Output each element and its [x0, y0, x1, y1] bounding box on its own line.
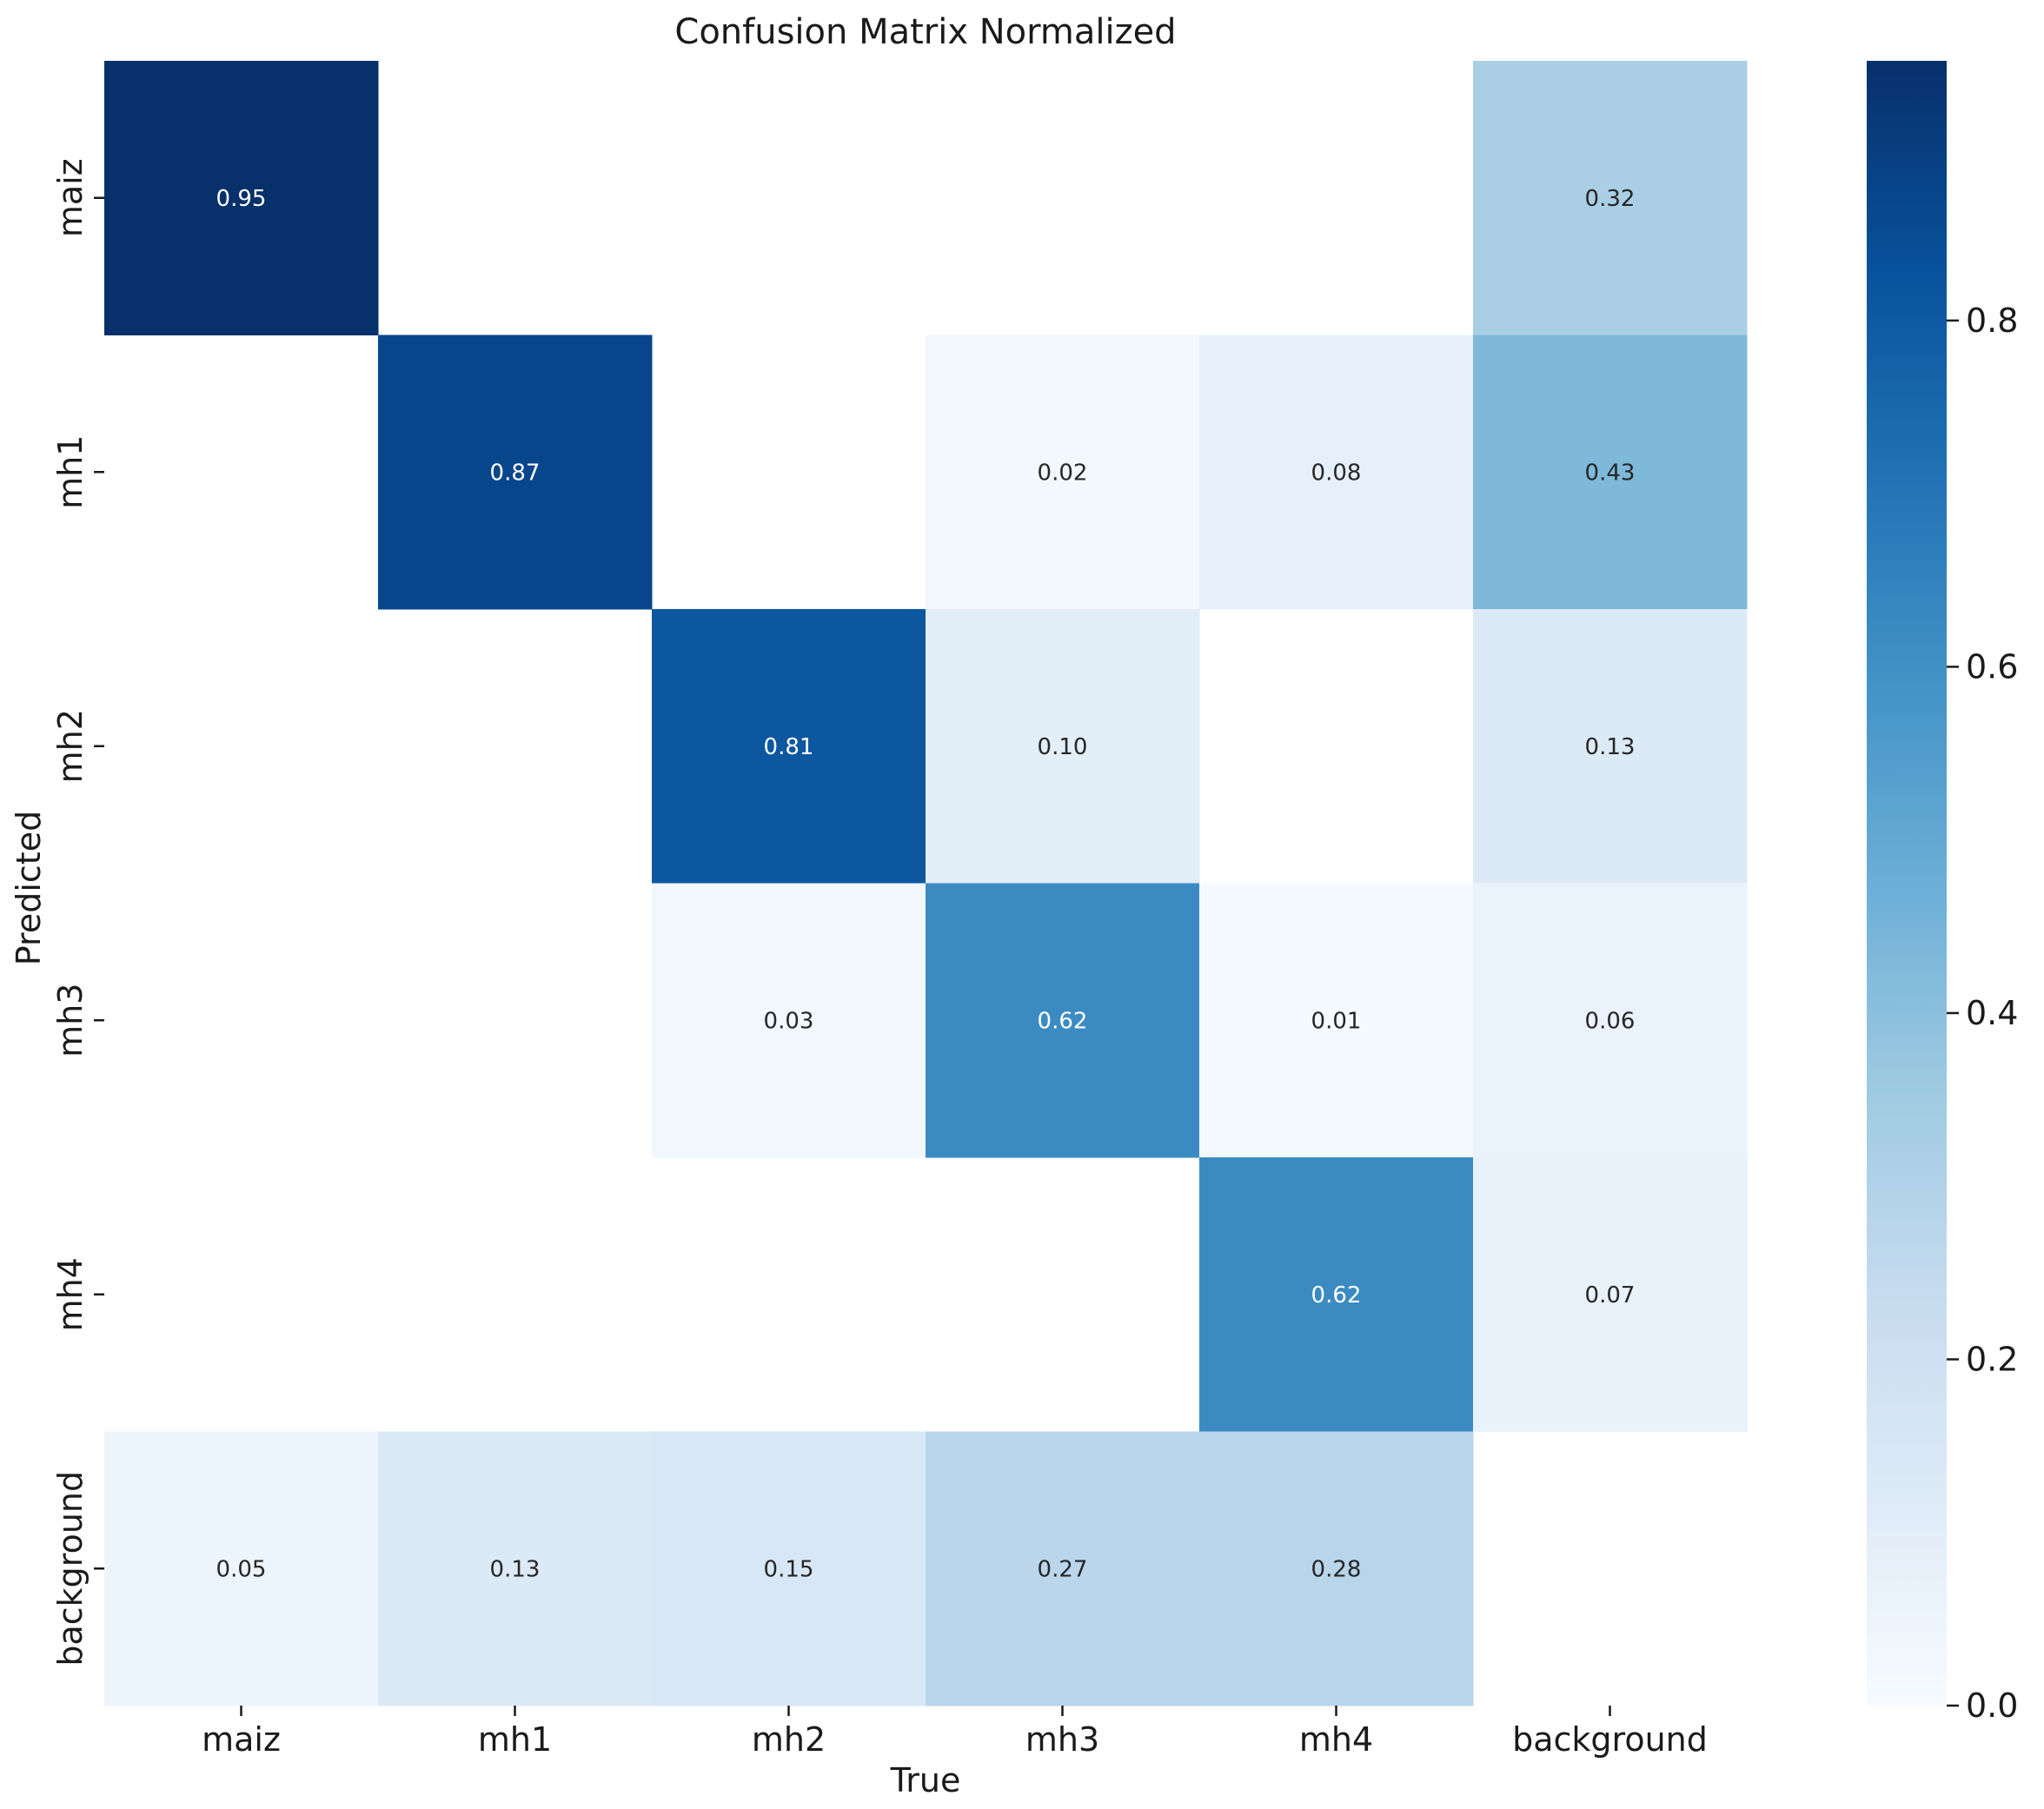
x-tick-label-mh4: mh4: [1299, 1720, 1373, 1759]
colorbar: [1867, 61, 1947, 1706]
cell-value-mh3-background: 0.06: [1585, 1008, 1636, 1034]
cell-maiz-maiz: [104, 61, 379, 335]
cell-value-maiz-background: 0.32: [1585, 186, 1636, 212]
chart-title: Confusion Matrix Normalized: [674, 12, 1176, 52]
colorbar-tick-label-0.4: 0.4: [1966, 994, 2018, 1032]
x-tick-label-mh3: mh3: [1025, 1720, 1099, 1759]
cell-mh1-mh4: [1199, 335, 1474, 610]
cell-value-mh3-mh3: 0.62: [1038, 1008, 1088, 1034]
colorbar-ticks: 0.0 0.2 0.4 0.6 0.8: [1947, 302, 2018, 1725]
cell-value-mh3-mh2: 0.03: [764, 1008, 814, 1034]
cell-mh3-background: [1473, 883, 1748, 1158]
cell-value-maiz-maiz: 0.95: [216, 186, 267, 212]
cell-value-mh2-background: 0.13: [1585, 734, 1636, 760]
cell-mh3-mh3: [926, 883, 1200, 1158]
cell-mh2-background: [1473, 609, 1748, 884]
cell-maiz-background: [1473, 61, 1748, 335]
y-axis-label: Predicted: [10, 811, 48, 965]
heatmap-cell-labels: 0.95 0.32 0.87 0.02 0.08 0.43 0.81 0.10 0.13 0.03…: [216, 186, 1636, 1583]
cell-value-background-mh1: 0.13: [490, 1556, 541, 1582]
x-axis-label: True: [890, 1761, 961, 1799]
cell-background-maiz: [104, 1431, 379, 1706]
y-axis: maiz mh1 mh2 mh3 mh4 background: [51, 158, 104, 1667]
y-tick-label-mh4: mh4: [51, 1257, 90, 1331]
heatmap-cells: [104, 61, 1748, 1706]
cell-mh1-mh1: [378, 335, 653, 610]
cell-value-mh1-mh3: 0.02: [1038, 460, 1088, 486]
cell-mh3-mh4: [1199, 883, 1474, 1158]
x-tick-label-mh1: mh1: [478, 1720, 552, 1759]
cell-mh3-mh2: [652, 883, 926, 1158]
y-tick-label-mh2: mh2: [51, 709, 90, 783]
cell-mh4-background: [1473, 1157, 1748, 1432]
colorbar-tick-label-0.8: 0.8: [1966, 302, 2018, 340]
cell-background-mh2: [652, 1431, 926, 1706]
cell-background-mh4: [1199, 1431, 1474, 1706]
cell-value-mh1-mh4: 0.08: [1311, 460, 1362, 486]
cell-value-mh3-mh4: 0.01: [1311, 1008, 1362, 1034]
colorbar-tick-label-0.2: 0.2: [1966, 1340, 2018, 1378]
cell-mh1-mh3: [926, 335, 1200, 610]
y-tick-label-mh3: mh3: [51, 984, 90, 1057]
cell-background-mh3: [926, 1431, 1200, 1706]
y-tick-label-mh1: mh1: [51, 435, 90, 509]
cell-value-background-mh4: 0.28: [1311, 1556, 1362, 1582]
cell-mh2-mh2: [652, 609, 926, 884]
colorbar-tick-label-0.0: 0.0: [1966, 1686, 2018, 1725]
x-tick-label-background: background: [1512, 1720, 1708, 1759]
x-tick-label-mh2: mh2: [752, 1720, 826, 1759]
y-tick-label-background: background: [51, 1471, 90, 1667]
cell-mh4-mh4: [1199, 1157, 1474, 1432]
cell-value-mh1-mh1: 0.87: [490, 460, 541, 486]
cell-value-mh1-background: 0.43: [1585, 460, 1636, 486]
cell-value-background-mh2: 0.15: [764, 1556, 814, 1582]
cell-mh2-mh3: [926, 609, 1200, 884]
cell-value-mh2-mh3: 0.10: [1038, 734, 1088, 760]
x-tick-label-maiz: maiz: [202, 1720, 281, 1759]
cell-value-mh2-mh2: 0.81: [764, 734, 814, 760]
y-tick-label-maiz: maiz: [51, 158, 90, 237]
cell-background-mh1: [378, 1431, 653, 1706]
cell-value-mh4-mh4: 0.62: [1311, 1282, 1362, 1309]
cell-value-background-mh3: 0.27: [1038, 1556, 1088, 1582]
cell-mh1-background: [1473, 335, 1748, 610]
cell-value-mh4-background: 0.07: [1585, 1282, 1636, 1309]
colorbar-tick-label-0.6: 0.6: [1966, 647, 2018, 686]
cell-value-background-maiz: 0.05: [216, 1556, 267, 1582]
x-axis: maiz mh1 mh2 mh3 mh4 background: [202, 1706, 1708, 1759]
